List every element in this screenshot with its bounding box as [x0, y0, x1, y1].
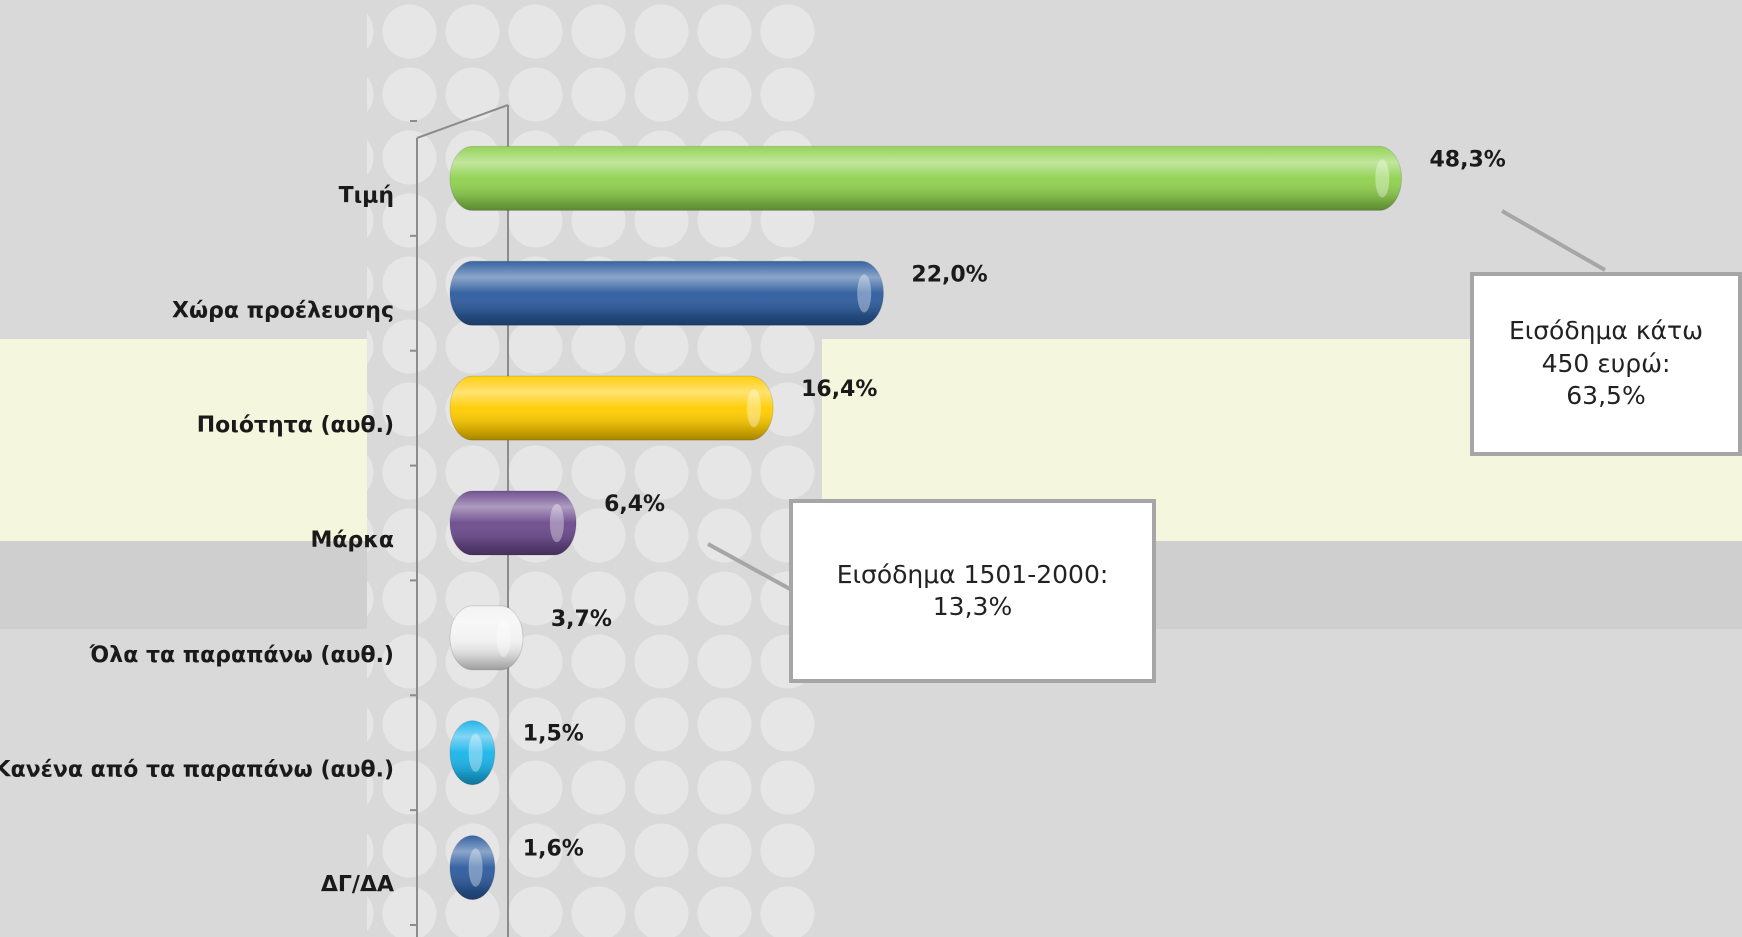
bar-shine: [450, 261, 884, 326]
bar-shine: [450, 491, 577, 555]
bar-cap: [857, 274, 872, 313]
annotation-box: Εισόδημα κάτω 450 ευρώ: 63,5%: [1470, 272, 1742, 456]
y-tick-label: ΔΓ/ΔΑ: [321, 873, 394, 898]
y-tick-label: Χώρα προέλευσης: [172, 298, 394, 323]
axis-line: [416, 104, 509, 139]
bar-shine: [450, 376, 774, 441]
value-label: 16,4%: [801, 377, 877, 402]
y-tick-label: Ποιότητα (αυθ.): [197, 413, 394, 438]
value-label: 1,5%: [523, 722, 584, 747]
y-tick-label: Κανένα από τα παραπάνω (αυθ.): [0, 758, 394, 783]
value-label: 3,7%: [551, 607, 612, 632]
bar-shine: [450, 720, 495, 785]
bar-cap: [468, 848, 483, 887]
value-label: 1,6%: [523, 837, 584, 862]
bar-cap: [468, 733, 483, 772]
bar-cap: [549, 503, 564, 543]
bar-shine: [450, 146, 1402, 211]
value-label: 6,4%: [604, 492, 665, 517]
bar-shine: [450, 605, 523, 670]
leader-line: [1501, 209, 1606, 272]
background-dots: [367, 0, 822, 937]
y-tick-label: Μάρκα: [311, 528, 395, 553]
value-label: 48,3%: [1430, 147, 1506, 172]
bar-cap: [746, 388, 761, 428]
y-tick-label: Τιμή: [339, 183, 394, 208]
annotation-box: Εισόδημα 1501-2000: 13,3%: [789, 499, 1156, 683]
bar-cap: [496, 618, 511, 658]
leader-line: [707, 542, 791, 591]
bar-cap: [1375, 159, 1390, 198]
bar-shine: [450, 835, 495, 900]
y-tick-label: Όλα τα παραπάνω (αυθ.): [89, 643, 394, 668]
value-label: 22,0%: [911, 262, 987, 287]
